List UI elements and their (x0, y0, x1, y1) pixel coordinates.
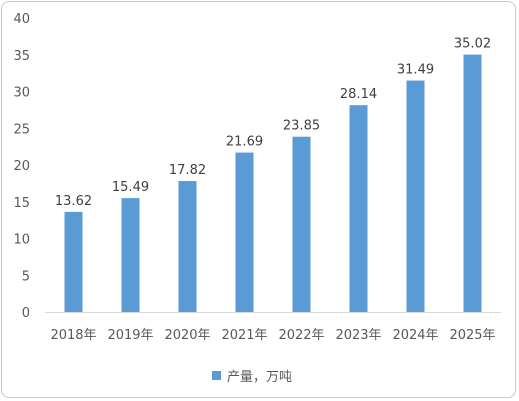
x-tick-label: 2022年 (278, 328, 324, 343)
legend: 产量，万吨 (212, 366, 293, 385)
data-label: 28.14 (340, 87, 377, 102)
y-tick-label: 10 (13, 233, 30, 248)
data-label: 23.85 (283, 119, 320, 134)
data-label: 17.82 (169, 163, 206, 178)
bar (349, 105, 368, 313)
x-tick-label: 2025年 (449, 328, 495, 343)
data-label: 31.49 (397, 63, 434, 78)
y-tick-label: 5 (22, 269, 30, 284)
bar (64, 211, 83, 312)
data-label: 13.62 (55, 194, 92, 209)
x-tick-label: 2021年 (221, 328, 267, 343)
bar-series (64, 54, 482, 313)
x-axis: 2018年 2019年 2020年 2021年 2022年 2023年 2024年 2025年 (50, 328, 495, 343)
y-tick-label: 20 (13, 159, 30, 174)
y-tick-label: 40 (13, 12, 30, 27)
y-tick-label: 25 (13, 122, 30, 137)
y-tick-label: 0 (22, 306, 30, 321)
bar (406, 80, 425, 313)
legend-swatch (212, 370, 221, 380)
bar (178, 181, 197, 312)
bar (235, 152, 254, 312)
bar (292, 136, 311, 312)
y-tick-label: 30 (13, 86, 30, 101)
bar (121, 198, 140, 312)
data-label: 15.49 (112, 180, 149, 195)
y-axis: 0 5 10 15 20 25 30 35 40 (13, 12, 30, 321)
x-tick-label: 2020年 (164, 328, 210, 343)
x-tick-label: 2018年 (50, 328, 96, 343)
data-label: 35.02 (454, 37, 491, 52)
x-tick-label: 2024年 (392, 328, 438, 343)
y-tick-label: 35 (13, 49, 30, 64)
y-tick-label: 15 (13, 196, 30, 211)
bar (463, 54, 482, 313)
x-tick-label: 2019年 (107, 328, 153, 343)
legend-label: 产量，万吨 (227, 369, 293, 385)
x-tick-label: 2023年 (335, 328, 381, 343)
data-labels: 13.62 15.49 17.82 21.69 23.85 28.14 31.49 35.02 (55, 37, 491, 209)
data-label: 21.69 (226, 135, 263, 150)
